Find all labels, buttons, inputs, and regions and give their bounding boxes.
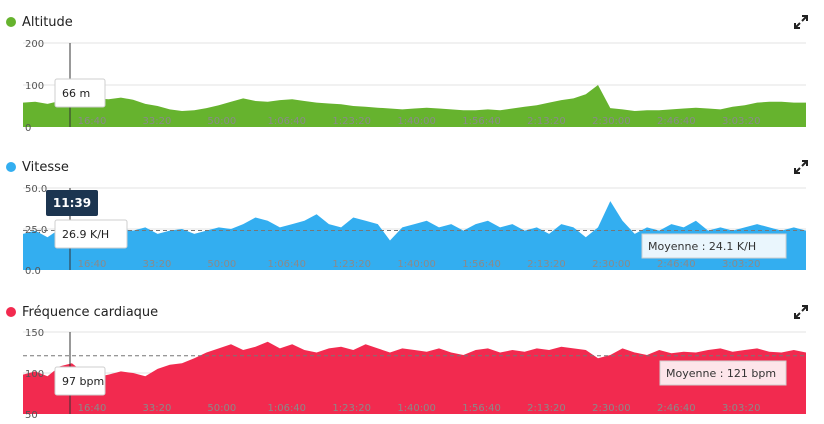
speed-x-tick: 2:30:00: [592, 259, 631, 270]
speed-x-tick: 1:56:40: [462, 259, 501, 270]
heart-rate-x-tick: 50:00: [207, 403, 236, 414]
altitude-x-tick: 2:13:20: [527, 116, 566, 127]
speed-area: [23, 201, 806, 270]
heart-rate-chart: 150 100 50 16:40 33:20 50:00 1:06:40 1:23:20 1:4…: [23, 328, 806, 421]
heart-rate-x-tick: 16:40: [78, 403, 107, 414]
speed-average-label: Moyenne : 24.1 K/H: [648, 240, 756, 253]
altitude-x-tick: 1:40:00: [397, 116, 436, 127]
altitude-tooltip-box: [54, 78, 106, 108]
heart-rate-x-tick: 1:06:40: [267, 403, 306, 414]
speed-average-box: [641, 233, 787, 259]
heart-rate-y-tick: 150: [25, 328, 44, 339]
speed-x-tick: 16:40: [78, 259, 107, 270]
heart-rate-header: Fréquence cardiaque: [6, 302, 158, 322]
altitude-chart: 200 100 0 16:40 33:20 50:00 1:06:40 1:23:20 1:40…: [23, 39, 806, 134]
altitude-legend-dot: [6, 17, 16, 27]
altitude-title: Altitude: [22, 14, 73, 30]
heart-rate-average-box: [659, 360, 787, 386]
heart-rate-y-tick: 50: [25, 410, 38, 421]
altitude-x-tick: 1:23:20: [332, 116, 371, 127]
cursor-time-badge: 11:39: [46, 190, 98, 216]
altitude-x-tick: 33:20: [143, 116, 172, 127]
altitude-expand-icon[interactable]: [794, 15, 808, 29]
speed-x-tick: 2:13:20: [527, 259, 566, 270]
heart-rate-x-tick: 2:30:00: [592, 403, 631, 414]
altitude-x-tick: 1:56:40: [462, 116, 501, 127]
speed-panel: Vitesse: [0, 145, 824, 285]
cursor-time-label: 11:39: [53, 196, 91, 210]
altitude-x-tick: 16:40: [78, 116, 107, 127]
heart-rate-x-tick: 1:23:20: [332, 403, 371, 414]
altitude-y-tick: 0: [25, 123, 31, 134]
heart-rate-title: Fréquence cardiaque: [22, 304, 159, 320]
heart-rate-x-tick: 1:40:00: [397, 403, 436, 414]
altitude-y-tick: 100: [25, 81, 44, 92]
speed-x-tick: 1:06:40: [267, 259, 306, 270]
heart-rate-tooltip-value: 97 bpm: [62, 375, 104, 388]
speed-chart: 50.0 25.0 0.0 16:40 33:20 50:00 1:06:40 1:23:20…: [23, 184, 806, 277]
speed-expand-icon[interactable]: [794, 160, 808, 174]
altitude-y-tick: 200: [25, 39, 44, 50]
heart-rate-panel: Fréquence cardiaque: [0, 290, 824, 424]
cursor-time-box: [46, 190, 98, 216]
speed-x-tick: 33:20: [143, 259, 172, 270]
heart-rate-area: [23, 341, 806, 414]
heart-rate-x-tick: 2:13:20: [527, 403, 566, 414]
speed-x-tick: 2:46:40: [657, 259, 696, 270]
altitude-x-tick: 3:03:20: [722, 116, 761, 127]
speed-x-tick: 1:23:20: [332, 259, 371, 270]
speed-title: Vitesse: [22, 159, 69, 175]
speed-y-tick: 50.0: [25, 184, 47, 195]
heart-rate-expand-icon[interactable]: [794, 305, 808, 319]
heart-rate-x-tick: 33:20: [143, 403, 172, 414]
altitude-area: [23, 85, 806, 127]
speed-y-tick: 25.0: [25, 225, 47, 236]
altitude-x-tick: 2:46:40: [657, 116, 696, 127]
speed-tooltip-box: [54, 219, 128, 249]
speed-legend-dot: [6, 162, 16, 172]
altitude-x-tick: 2:30:00: [592, 116, 631, 127]
heart-rate-x-tick: 3:03:20: [722, 403, 761, 414]
altitude-header: Altitude: [6, 12, 73, 32]
speed-x-tick: 50:00: [207, 259, 236, 270]
speed-y-tick: 0.0: [25, 266, 41, 277]
speed-header: Vitesse: [6, 157, 69, 177]
altitude-x-tick: 50:00: [207, 116, 236, 127]
altitude-x-tick: 1:06:40: [267, 116, 306, 127]
heart-rate-x-tick: 2:46:40: [657, 403, 696, 414]
speed-x-tick: 3:03:20: [722, 259, 761, 270]
heart-rate-x-tick: 1:56:40: [462, 403, 501, 414]
heart-rate-y-tick: 100: [25, 369, 44, 380]
speed-x-tick: 1:40:00: [397, 259, 436, 270]
heart-rate-legend-dot: [6, 307, 16, 317]
altitude-panel: Altitude: [0, 0, 824, 140]
heart-rate-average-label: Moyenne : 121 bpm: [666, 367, 776, 380]
speed-tooltip-value: 26.9 K/H: [62, 228, 109, 241]
heart-rate-tooltip-box: [54, 366, 106, 396]
altitude-tooltip-value: 66 m: [62, 87, 90, 100]
